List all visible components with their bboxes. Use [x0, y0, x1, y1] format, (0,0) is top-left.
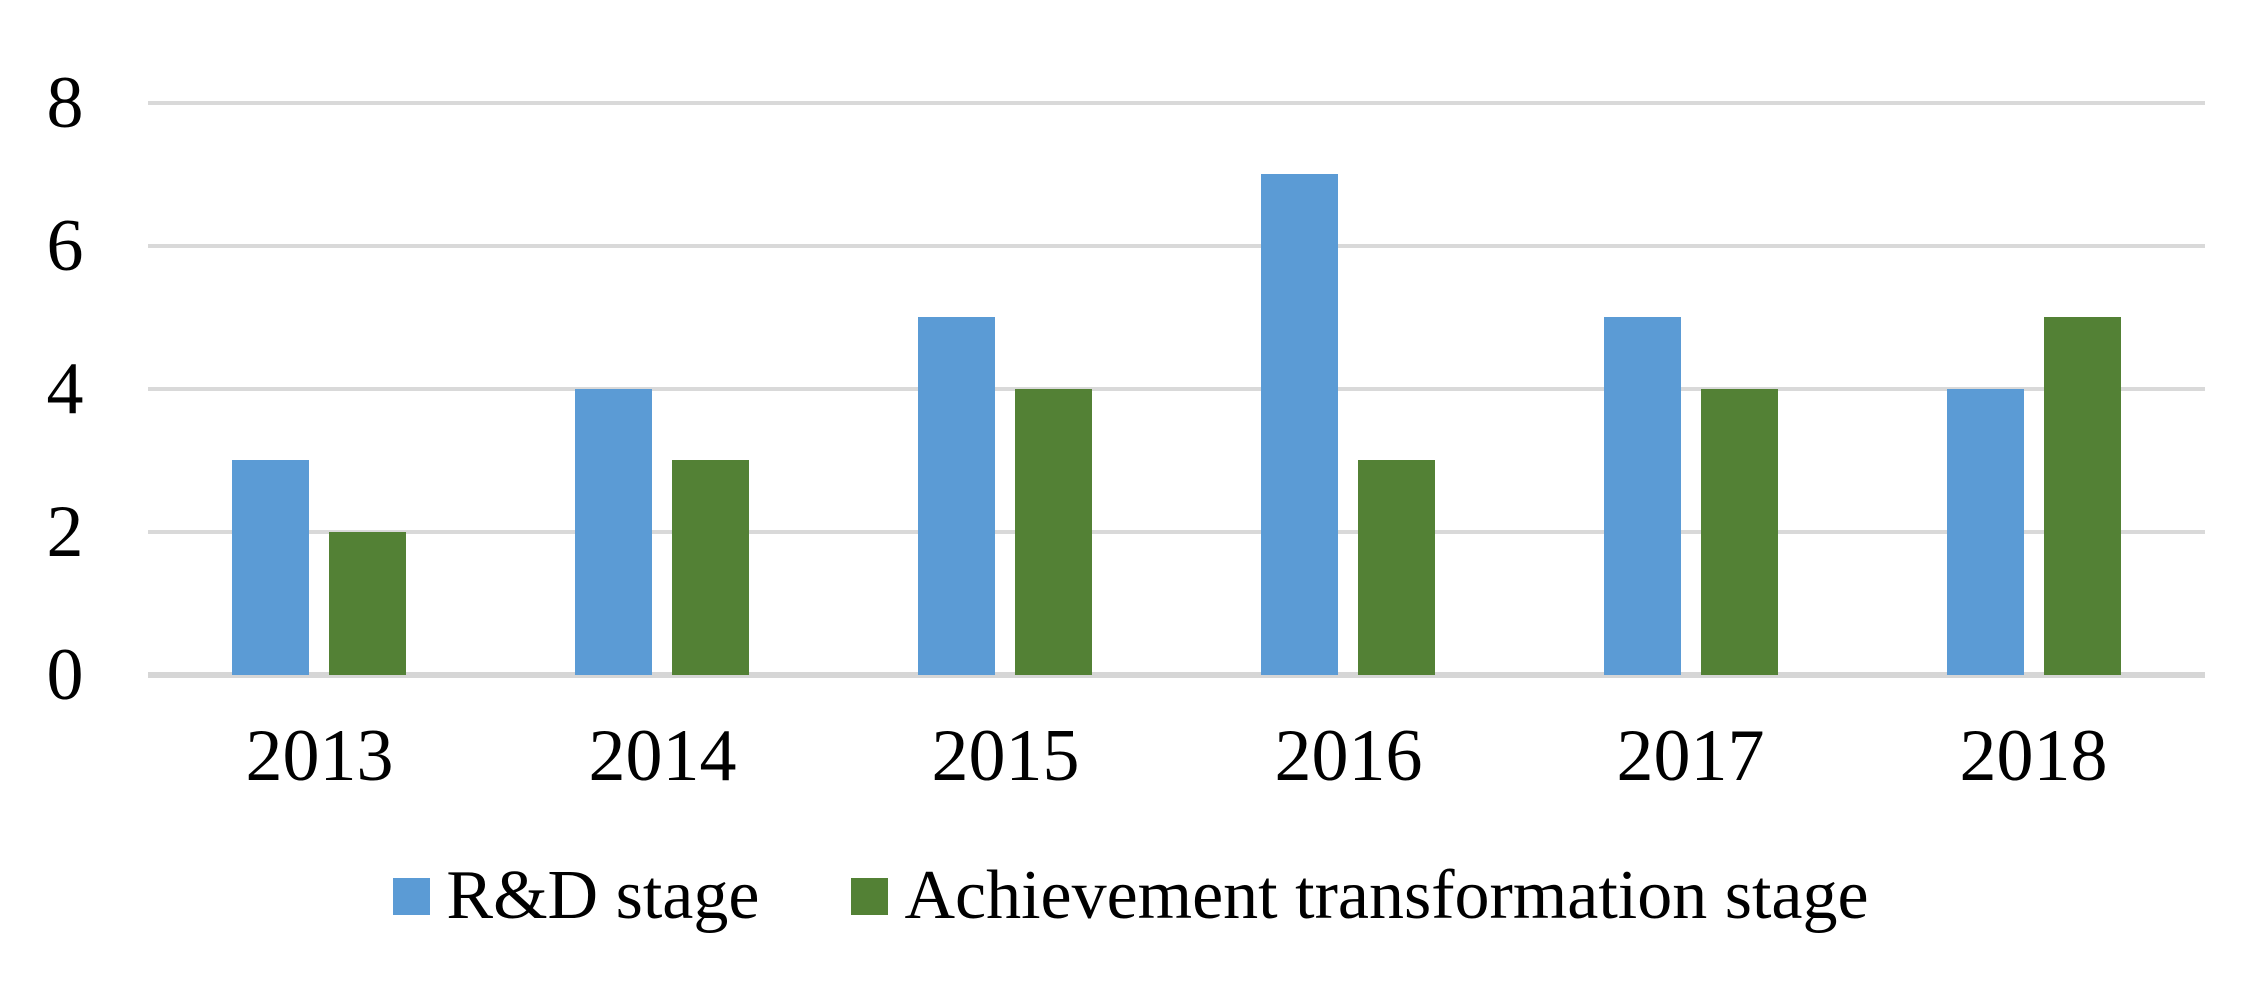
- bar: [1604, 317, 1681, 675]
- gridline: [148, 244, 2205, 248]
- legend-label: Achievement transformation stage: [904, 857, 1869, 934]
- bar: [575, 389, 652, 675]
- gridline: [148, 101, 2205, 105]
- bar: [1261, 174, 1338, 675]
- x-tick-label: 2015: [931, 715, 1080, 797]
- gridline: [148, 530, 2205, 534]
- gridline: [148, 387, 2205, 391]
- plot-area: [148, 101, 2205, 678]
- legend-label: R&D stage: [446, 857, 760, 934]
- legend-item: Achievement transformation stage: [851, 856, 1869, 936]
- bar: [1015, 389, 1092, 675]
- x-tick-label: 2014: [588, 715, 737, 797]
- legend-swatch-series-1: [393, 877, 431, 915]
- bar: [918, 317, 995, 675]
- bar: [329, 532, 406, 675]
- x-tick-label: 2013: [245, 715, 394, 797]
- y-tick-label: 6: [46, 205, 84, 287]
- x-tick-label: 2017: [1616, 715, 1765, 797]
- x-axis-baseline: [148, 672, 2205, 678]
- x-tick-label: 2018: [1959, 715, 2108, 797]
- legend-item: R&D stage: [393, 856, 759, 936]
- y-tick-label: 8: [46, 62, 84, 144]
- bar: [1947, 389, 2024, 675]
- y-tick-label: 0: [46, 634, 84, 716]
- legend: R&D stage Achievement transformation sta…: [0, 856, 2262, 936]
- bar: [672, 460, 749, 675]
- legend-swatch-series-2: [851, 877, 889, 915]
- y-tick-label: 2: [46, 491, 84, 573]
- x-tick-label: 2016: [1274, 715, 1423, 797]
- bar: [1701, 389, 1778, 675]
- bar: [2044, 317, 2121, 675]
- y-tick-label: 4: [46, 348, 84, 430]
- bar: [232, 460, 309, 675]
- bar: [1358, 460, 1435, 675]
